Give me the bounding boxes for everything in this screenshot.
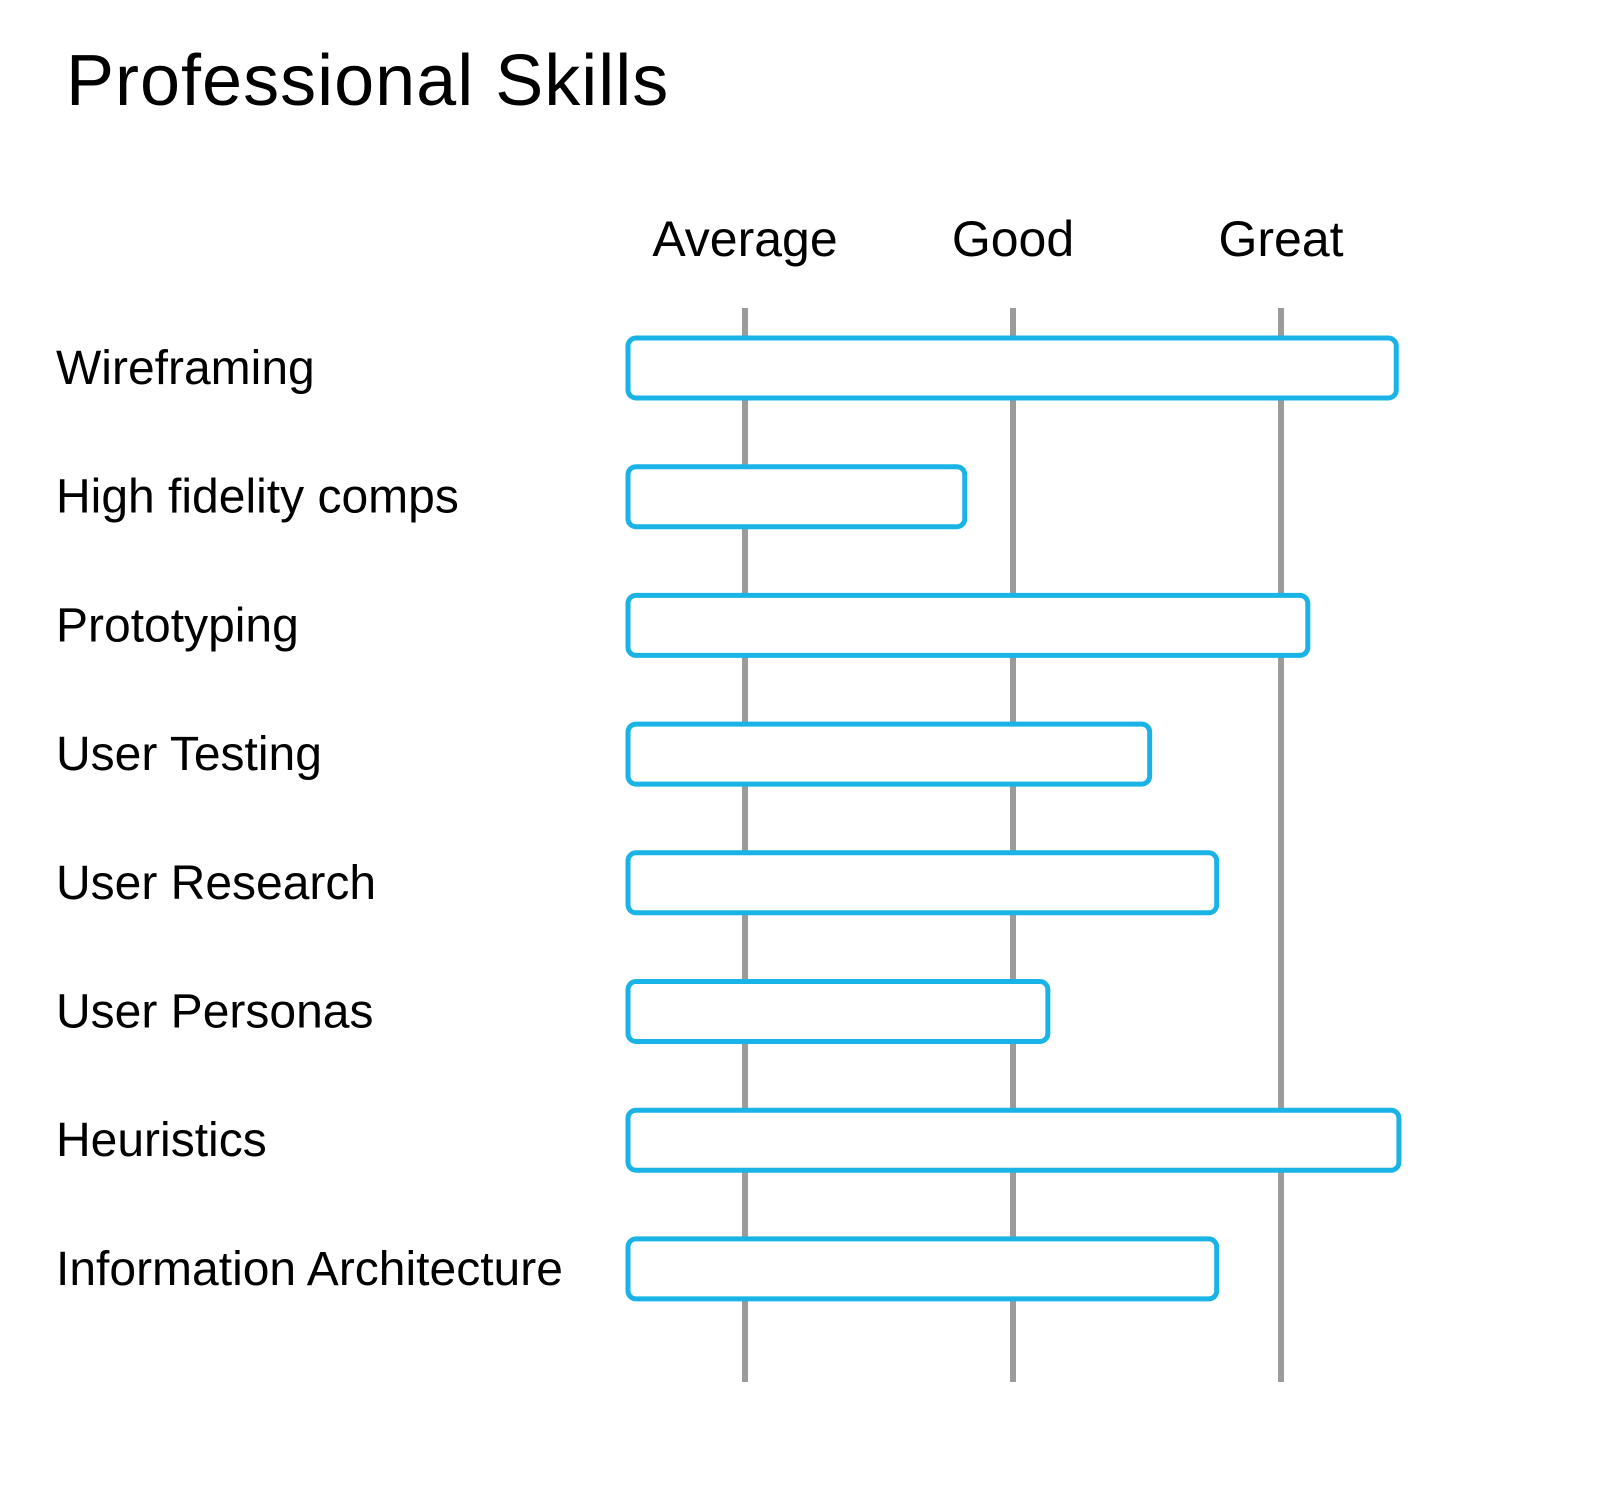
level-label-average: Average	[652, 211, 837, 267]
bar-user-testing	[625, 721, 1153, 787]
level-labels: Average Good Great	[652, 211, 1343, 267]
level-label-great: Great	[1218, 211, 1343, 267]
bar-heuristics	[625, 1107, 1402, 1173]
category-labels: Wireframing High fidelity comps Prototypin…	[56, 342, 563, 1296]
bars	[625, 335, 1402, 1302]
chart-title: Professional Skills	[66, 41, 670, 121]
bar-high-fidelity-comps	[625, 464, 968, 530]
category-label: User Research	[56, 857, 376, 910]
bar-user-research	[625, 850, 1220, 916]
level-label-good: Good	[952, 211, 1074, 267]
category-label: Heuristics	[56, 1114, 267, 1167]
category-label: Wireframing	[56, 342, 315, 395]
category-label: Prototyping	[56, 599, 299, 652]
bar-user-personas	[625, 979, 1051, 1044]
bar-prototyping	[625, 592, 1311, 658]
category-label: Information Architecture	[56, 1243, 563, 1296]
category-label: High fidelity comps	[56, 471, 459, 524]
category-label: User Personas	[56, 986, 373, 1039]
bar-wireframing	[625, 335, 1399, 401]
category-label: User Testing	[56, 728, 322, 781]
bar-information-architecture	[625, 1236, 1220, 1302]
